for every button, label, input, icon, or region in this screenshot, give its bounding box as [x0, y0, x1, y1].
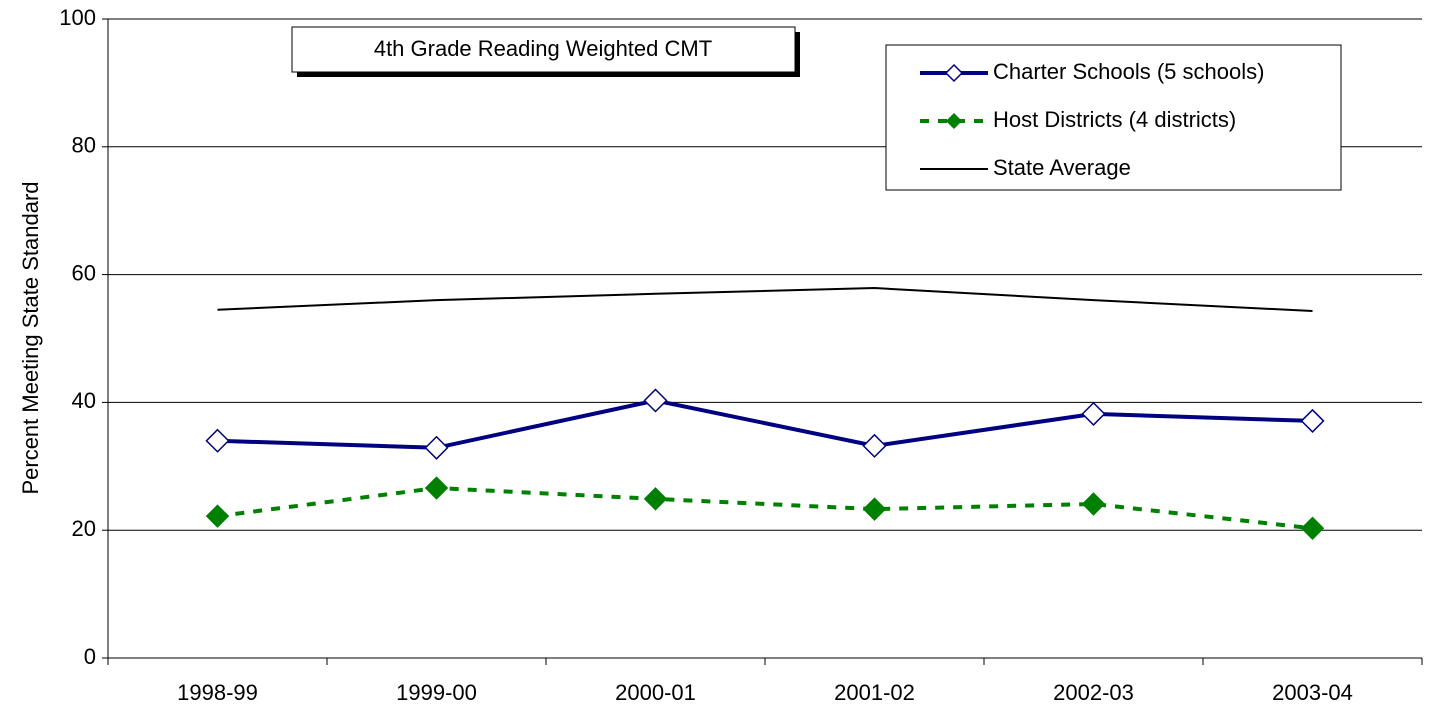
title-box: [291, 26, 796, 73]
marker: [1081, 401, 1106, 426]
y-tick-label: 60: [72, 260, 96, 285]
legend-marker: [944, 63, 964, 83]
x-tick-label: 2002-03: [1053, 680, 1134, 705]
legend-box: [885, 44, 1342, 191]
x-tick-label: 2000-01: [615, 680, 696, 705]
legend-label: State Average: [993, 155, 1131, 180]
series-line: [217, 486, 1313, 531]
y-tick-label: 40: [72, 388, 96, 413]
y-axis-label: Percent Meeting State Standard: [18, 181, 43, 494]
marker: [205, 504, 230, 528]
marker: [643, 487, 668, 511]
x-tick-label: 2003-04: [1272, 680, 1353, 705]
legend-label: Charter Schools (5 schools): [993, 59, 1264, 84]
marker: [1300, 408, 1325, 433]
marker: [205, 428, 230, 453]
chart-title: 4th Grade Reading Weighted CMT: [374, 36, 712, 61]
y-tick-label: 0: [84, 644, 96, 669]
legend-marker: [946, 113, 962, 129]
y-tick-label: 80: [72, 133, 96, 158]
marker: [424, 476, 449, 500]
marker: [1081, 492, 1106, 516]
x-tick-label: 1998-99: [177, 680, 258, 705]
y-tick-label: 20: [72, 516, 96, 541]
series-line: [217, 287, 1313, 313]
marker: [862, 433, 887, 458]
marker: [643, 388, 668, 413]
legend-label: Host Districts (4 districts): [993, 107, 1236, 132]
marker: [1300, 516, 1325, 540]
x-tick-label: 1999-00: [396, 680, 477, 705]
series-line: [217, 398, 1313, 450]
y-tick-label: 100: [59, 5, 96, 30]
x-tick-label: 2001-02: [834, 680, 915, 705]
marker: [424, 435, 449, 460]
marker: [862, 497, 887, 521]
